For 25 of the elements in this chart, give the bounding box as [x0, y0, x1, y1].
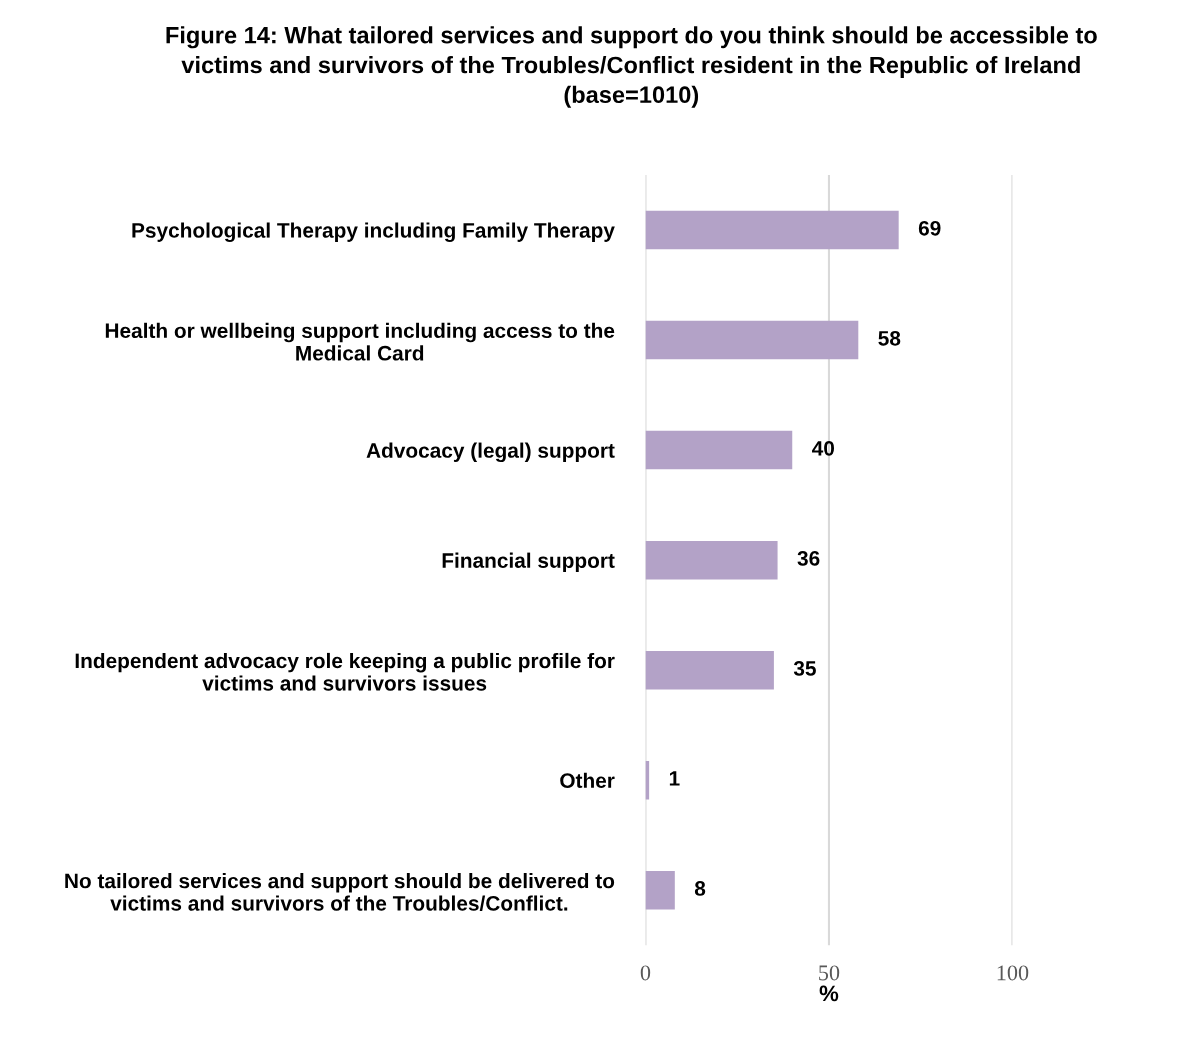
- data-label: 36: [797, 551, 820, 566]
- y-tick-label: Psychological Therapy including Family Therapy: [132, 222, 615, 242]
- bar: [645, 650, 774, 690]
- bar: [645, 210, 899, 250]
- data-label: 1: [669, 771, 680, 786]
- bar: [645, 871, 675, 910]
- bar: [645, 320, 859, 360]
- data-label: 69: [918, 220, 941, 236]
- x-tick-label: 100: [997, 965, 1029, 981]
- data-label: 8: [694, 881, 706, 896]
- x-tick-label: 0: [640, 965, 651, 981]
- bar: [645, 430, 793, 470]
- y-tick-label: Other: [560, 772, 615, 788]
- data-label: 40: [812, 440, 835, 456]
- x-axis-title: %: [819, 985, 839, 1002]
- data-label: 58: [878, 330, 901, 346]
- chart-title: Figure 14: What tailored services and support do you think should be accessible to victims and survivors of the Troubles/Conflict resident in the Republic of Ireland (base=1010): [166, 26, 1097, 108]
- data-label: 35: [793, 661, 816, 676]
- y-tick-label: Advocacy (legal) support: [366, 442, 615, 463]
- y-tick-label: Financial support: [442, 552, 615, 573]
- x-tick-label: 50: [819, 965, 840, 981]
- y-tick-label: Independent advocacy role keeping a public profile for victims and survivors issues: [75, 652, 615, 691]
- bar: [645, 540, 778, 580]
- y-tick-label: No tailored services and support should be delivered to victims and survivors of the Troubles/Conflict.: [65, 873, 615, 911]
- y-tick-label: Health or wellbeing support including access to the Medical Card: [105, 322, 615, 361]
